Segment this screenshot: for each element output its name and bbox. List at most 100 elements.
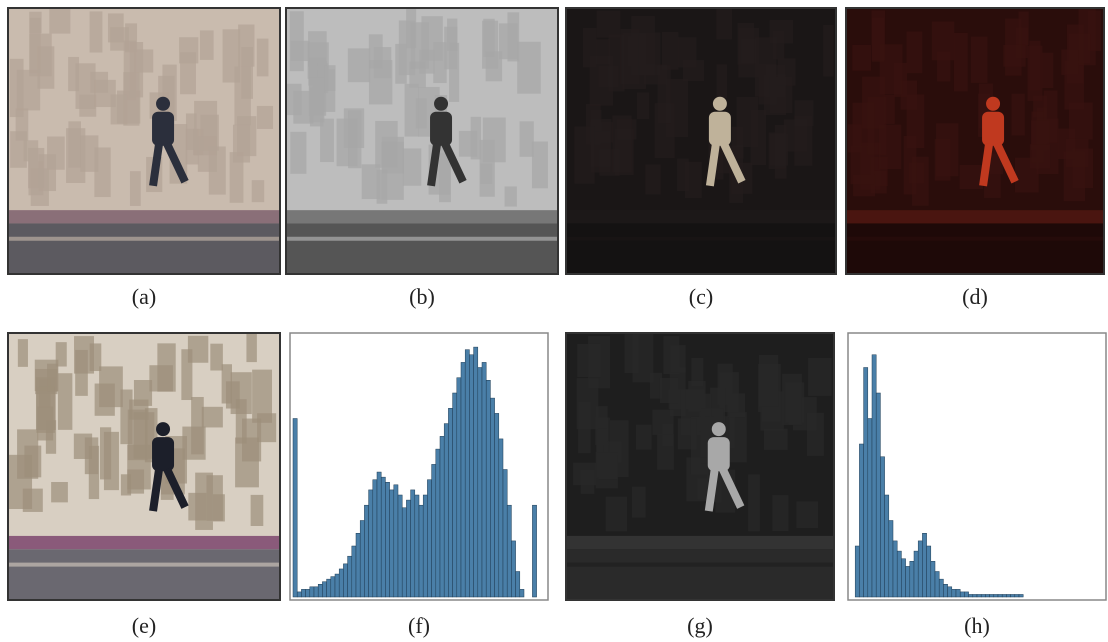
tile bbox=[590, 55, 613, 105]
bar bbox=[461, 362, 465, 597]
caption: (b) bbox=[409, 284, 435, 309]
bar bbox=[859, 444, 863, 597]
bar bbox=[306, 589, 310, 597]
tile bbox=[95, 384, 115, 416]
torso bbox=[152, 437, 174, 471]
bar bbox=[373, 480, 377, 597]
head bbox=[156, 422, 170, 436]
bar bbox=[490, 398, 494, 597]
tile bbox=[362, 164, 381, 199]
bar bbox=[293, 419, 297, 598]
bar bbox=[301, 589, 305, 597]
tile bbox=[954, 33, 968, 91]
tile bbox=[577, 344, 601, 377]
bar bbox=[1006, 594, 1010, 597]
tile bbox=[505, 186, 517, 206]
tile bbox=[764, 429, 788, 450]
caption: (h) bbox=[964, 613, 990, 638]
tile bbox=[382, 137, 404, 174]
bar bbox=[331, 577, 335, 597]
bar bbox=[457, 378, 461, 597]
tile bbox=[369, 60, 392, 104]
tile bbox=[738, 28, 759, 77]
tile bbox=[419, 50, 434, 74]
bar bbox=[880, 457, 884, 597]
curb bbox=[566, 210, 836, 223]
caption: (f) bbox=[408, 613, 430, 638]
tile bbox=[235, 438, 259, 488]
tile bbox=[1066, 139, 1089, 167]
tile bbox=[960, 165, 983, 189]
road bbox=[566, 223, 836, 274]
tile bbox=[807, 413, 824, 456]
bar bbox=[948, 587, 952, 597]
tile bbox=[111, 94, 128, 124]
bar bbox=[507, 505, 511, 597]
bar bbox=[343, 564, 347, 597]
tile bbox=[76, 63, 96, 109]
tile bbox=[47, 364, 58, 392]
bar bbox=[956, 589, 960, 597]
tile bbox=[879, 125, 901, 169]
bar bbox=[918, 541, 922, 597]
tile bbox=[130, 171, 141, 206]
tile bbox=[499, 23, 518, 59]
bar bbox=[381, 477, 385, 597]
tile bbox=[574, 126, 594, 183]
tile bbox=[222, 364, 232, 403]
photo bbox=[846, 8, 1104, 274]
bar bbox=[872, 355, 876, 597]
tile bbox=[37, 407, 53, 441]
bar bbox=[419, 505, 423, 597]
bar bbox=[927, 546, 931, 597]
photo bbox=[8, 8, 280, 274]
tile bbox=[310, 87, 324, 126]
tile bbox=[716, 9, 732, 40]
bar bbox=[322, 582, 326, 597]
bar bbox=[511, 541, 515, 597]
tile bbox=[1030, 144, 1050, 168]
tile bbox=[638, 32, 660, 75]
caption: (c) bbox=[689, 284, 713, 309]
head bbox=[712, 422, 726, 436]
bar bbox=[969, 594, 973, 597]
tile bbox=[581, 470, 595, 494]
bar bbox=[1015, 594, 1019, 597]
bar bbox=[960, 592, 964, 597]
bar bbox=[876, 393, 880, 597]
tile bbox=[717, 64, 727, 98]
tile bbox=[769, 20, 793, 43]
bar bbox=[348, 556, 352, 597]
tile bbox=[406, 9, 416, 48]
bar bbox=[952, 589, 956, 597]
bar bbox=[444, 424, 448, 597]
tile bbox=[652, 410, 673, 435]
tile bbox=[520, 121, 534, 156]
bar bbox=[532, 505, 536, 597]
tile bbox=[645, 164, 660, 194]
caption: (g) bbox=[687, 613, 713, 638]
tile bbox=[884, 95, 895, 124]
bar bbox=[432, 464, 436, 597]
tile bbox=[480, 164, 492, 185]
photo bbox=[8, 333, 280, 600]
tile bbox=[181, 349, 192, 400]
road-line bbox=[286, 237, 558, 241]
bar bbox=[1011, 594, 1015, 597]
tile bbox=[471, 117, 481, 160]
bar bbox=[931, 561, 935, 597]
bar bbox=[906, 566, 910, 597]
bar bbox=[364, 505, 368, 597]
tile bbox=[517, 42, 541, 94]
bar bbox=[994, 594, 998, 597]
tile bbox=[56, 342, 67, 366]
tile bbox=[1041, 53, 1053, 88]
bar bbox=[474, 347, 478, 597]
tile bbox=[290, 132, 306, 174]
caption: (a) bbox=[132, 284, 156, 309]
tile bbox=[85, 437, 98, 474]
tile bbox=[823, 25, 834, 76]
tile bbox=[290, 11, 304, 71]
tile bbox=[1011, 94, 1024, 136]
bar bbox=[427, 480, 431, 597]
